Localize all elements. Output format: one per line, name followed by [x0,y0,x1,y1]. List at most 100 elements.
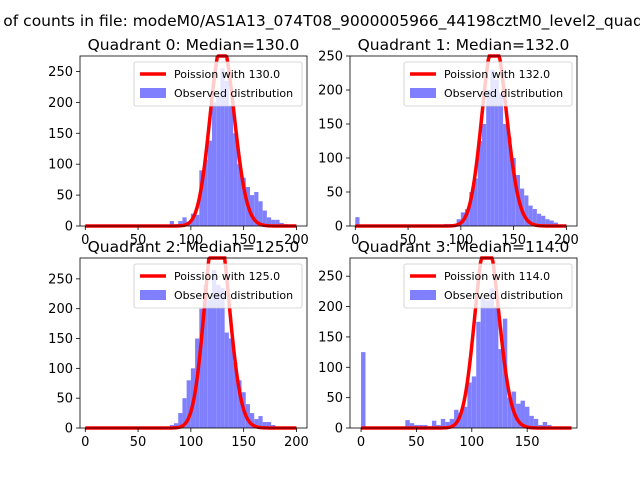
histogram-bar [224,80,229,227]
quadrant-3-chart: 0 50 100 150 0 50 100 150 200 250 Quadrant 3: Medi… [318,238,578,450]
histogram-bar [545,219,550,226]
histogram-bar [494,79,499,226]
x-tick-label: 100 [178,233,203,248]
y-tick-label: 50 [326,186,343,201]
histogram-bar [409,423,415,428]
histogram-bar [220,287,225,428]
legend-bar-swatch [410,290,436,300]
histogram-bar [237,164,242,226]
y-tick-label: 50 [56,189,73,204]
legend-poisson-label: Poission with 130.0 [174,68,280,81]
histogram-bar [228,105,234,226]
histogram-bar [541,215,546,226]
histogram-bar [233,362,238,428]
y-tick-label: 250 [318,50,343,65]
histogram-bar [405,420,410,428]
x-tick-label: 0 [81,435,89,450]
histogram-bar [233,133,238,226]
histogram-bar [542,421,548,428]
legend-box [403,263,573,309]
histogram-bar [237,380,242,428]
histogram-bar [224,332,229,428]
legend-bar-swatch [140,290,166,300]
x-tick-label: 50 [130,435,147,450]
histogram-bar [471,376,477,428]
histogram-bar [178,413,183,428]
x-tick-label: 200 [284,233,309,248]
y-tick-label: 0 [335,422,343,437]
y-tick-label: 100 [48,158,73,173]
histogram-bar [480,297,486,428]
legend-bar-swatch [140,88,166,98]
quadrant-title: Quadrant 2: Median=125.0 [88,238,300,256]
legend-box [403,61,573,107]
histogram-bar [228,338,234,428]
histogram-bar [178,221,183,226]
histogram-bar [195,214,200,226]
histogram-bar [203,284,208,428]
x-tick-label: 0 [351,233,359,248]
histogram-bar [486,90,491,226]
legend: Poission with 114.0 Observed distribution [403,263,573,309]
histogram-bar [182,398,187,428]
histogram-bar [199,170,204,226]
histogram-bar [476,321,481,428]
histogram-bar [467,382,472,428]
legend: Poission with 132.0 Observed distribution [403,61,573,107]
x-tick-label: 50 [400,233,417,248]
histogram-bar [173,423,179,428]
quadrant-0-chart: 0 50 100 150 200 0 50 100 150 200 250 Quadrant 0: M… [48,36,309,248]
histogram-bar [489,288,494,428]
histogram-bar [503,124,508,226]
y-tick-label: 0 [65,220,73,235]
legend-poisson-label: Poission with 132.0 [444,68,550,81]
x-tick-label: 50 [408,435,425,450]
x-tick-label: 50 [130,233,147,248]
legend: Poission with 125.0 Observed distribution [133,263,303,309]
histogram-bar [469,192,474,226]
x-tick-label: 100 [459,435,484,450]
x-tick-label: 150 [515,435,540,450]
y-tick-label: 200 [48,96,73,111]
histogram-bar [458,412,463,428]
legend-poisson-label: Poission with 125.0 [174,270,280,283]
quadrant-2-chart: 0 50 100 150 200 0 50 100 150 200 250 Quadrant 2: M… [48,238,309,450]
axes-frame [79,257,308,429]
histogram-bar [440,418,446,428]
axes-frame [79,55,308,227]
histogram-bar [262,422,267,428]
y-tick-label: 100 [318,152,343,167]
legend-poisson-label: Poission with 114.0 [444,270,550,283]
y-tick-label: 150 [48,127,73,142]
x-tick-label: 150 [231,233,256,248]
histogram-bar [462,406,468,428]
histogram-bar [465,209,470,226]
histogram-bar [266,217,272,226]
histogram-bar [207,140,212,226]
histogram-bar [524,195,529,226]
histogram-bar [490,69,495,226]
histogram-bar [485,300,490,428]
histogram-bar [186,380,191,428]
y-tick-label: 150 [48,332,73,347]
histogram-bar [532,209,537,226]
histogram-bar [207,299,212,428]
histogram-bar [182,217,187,226]
histogram-bar [549,220,554,226]
histogram-bar [216,284,221,428]
histogram-bar [355,217,360,226]
histogram-bar [249,413,255,428]
y-tick-label: 150 [318,330,343,345]
legend-bar-swatch [410,88,436,98]
histogram-bar [203,159,208,226]
histogram-bar [477,141,482,226]
histogram-bar [249,195,255,226]
y-tick-label: 50 [326,391,343,406]
histogram-bar [516,403,521,428]
histogram-bar [498,349,503,428]
x-tick-label: 100 [178,435,203,450]
histogram-bar [507,137,512,226]
histogram-bar [511,158,516,226]
histogram-bar [216,96,221,226]
